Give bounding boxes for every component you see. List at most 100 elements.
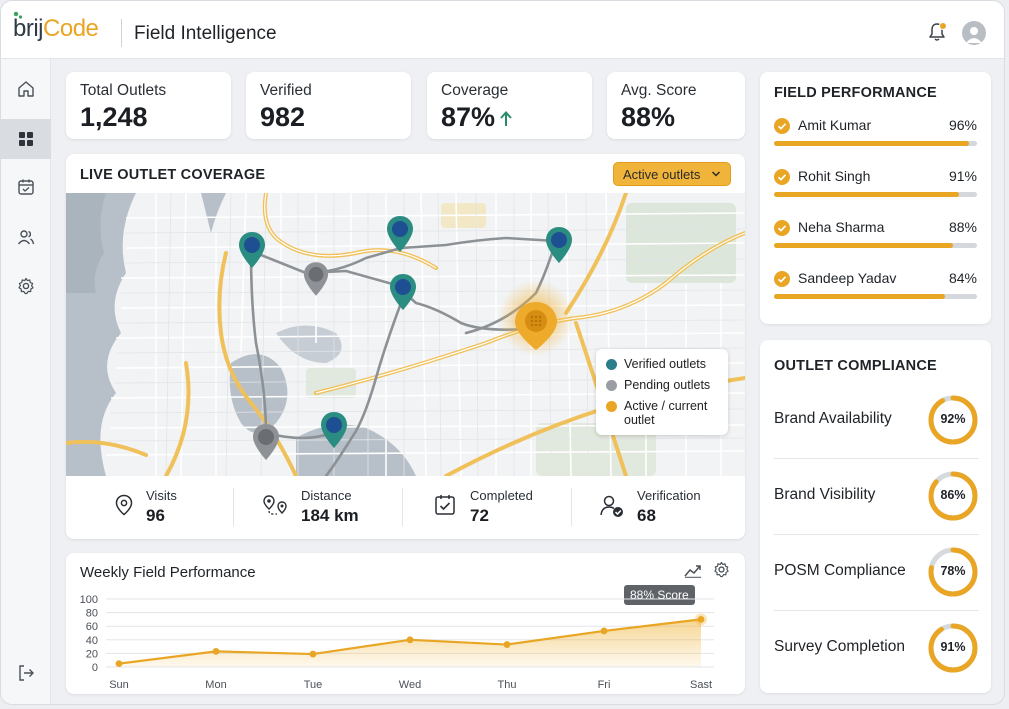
compliance-row[interactable]: Brand Visibility 86%	[774, 458, 979, 534]
active-outlets-dropdown[interactable]: Active outlets	[613, 162, 731, 186]
home-icon	[18, 81, 34, 97]
x-tick-label: Thu	[498, 679, 517, 691]
pending-outlet-pin[interactable]	[303, 261, 329, 297]
field-performance-row[interactable]: Neha Sharma 88%	[774, 218, 977, 258]
stat-card-total-outlets: Total Outlets 1,248	[66, 72, 231, 139]
stat-card-verified: Verified 982	[246, 72, 411, 139]
chevron-down-icon	[711, 171, 721, 177]
metric-divider	[571, 488, 572, 526]
metric-label: Completed	[470, 488, 533, 503]
progress-fill	[774, 192, 959, 197]
live-outlet-coverage-card: LIVE OUTLET COVERAGE Active outlets	[66, 154, 745, 539]
nav-settings[interactable]	[1, 266, 51, 306]
y-tick-label: 0	[92, 662, 98, 674]
field-performance-row[interactable]: Sandeep Yadav 84%	[774, 269, 977, 309]
progress-fill	[774, 141, 969, 146]
nav-logout[interactable]	[1, 653, 51, 693]
location-pin-icon	[115, 494, 133, 516]
stat-value: 1,248	[80, 102, 148, 132]
compliance-label: Brand Visibility	[774, 486, 876, 503]
legend-label: Pending outlets	[624, 378, 711, 392]
data-point	[697, 616, 705, 623]
stat-label: Total Outlets	[80, 82, 167, 99]
metric-value: 96	[146, 506, 165, 525]
verified-outlet-pin[interactable]	[320, 411, 348, 449]
x-tick-label: Fri	[598, 679, 611, 691]
performer-percent: 84%	[948, 270, 977, 286]
settings-icon[interactable]	[713, 561, 730, 578]
logo-leaf-icon	[13, 11, 23, 19]
legend-item-verified: Verified outlets	[606, 357, 706, 371]
verified-outlet-pin[interactable]	[386, 215, 414, 253]
nav-calendar[interactable]	[1, 167, 51, 207]
pending-outlet-pin[interactable]	[252, 423, 280, 461]
stat-card-avg-score: Avg. Score 88%	[607, 72, 745, 139]
y-tick-label: 80	[86, 608, 98, 620]
field-performance-title: FIELD PERFORMANCE	[774, 85, 937, 101]
y-tick-label: 60	[86, 621, 98, 633]
stat-value: 88%	[621, 102, 676, 132]
row-divider	[774, 458, 979, 459]
verified-outlet-pin[interactable]	[545, 226, 573, 264]
sidebar	[1, 59, 51, 704]
map-legend: Verified outlets Pending outlets Active …	[596, 349, 728, 435]
field-performance-row[interactable]: Rohit Singh 91%	[774, 167, 977, 207]
top-header: brijCode Field Intelligence	[1, 1, 1004, 59]
outlet-map[interactable]: Verified outlets Pending outlets Active …	[66, 193, 745, 476]
compliance-percent: 91%	[940, 640, 966, 654]
header-divider	[121, 19, 122, 47]
compliance-ring	[928, 623, 978, 673]
trend-up-arrow-icon	[500, 111, 512, 126]
performer-percent: 88%	[948, 219, 977, 235]
data-point	[212, 647, 220, 655]
progress-track	[774, 141, 977, 146]
map-card-title: LIVE OUTLET COVERAGE	[80, 167, 266, 183]
check-circle-icon	[774, 118, 790, 134]
progress-fill	[774, 243, 953, 248]
check-circle-icon	[774, 169, 790, 185]
trend-chart-icon[interactable]	[684, 562, 702, 578]
outlet-compliance-title: OUTLET COMPLIANCE	[774, 358, 937, 374]
metric-visits: Visits 96	[66, 476, 234, 539]
x-tick-label: Wed	[399, 679, 421, 691]
nav-users[interactable]	[1, 217, 51, 257]
avatar[interactable]	[962, 21, 986, 45]
data-point	[503, 641, 511, 648]
verified-outlet-pin[interactable]	[238, 231, 266, 269]
legend-item-pending: Pending outlets	[606, 378, 710, 392]
performer-percent: 91%	[948, 168, 977, 184]
metric-value: 72	[470, 506, 489, 525]
field-performance-card: FIELD PERFORMANCE Amit Kumar 96% Rohit Sin…	[760, 72, 991, 324]
metric-completed: Completed 72	[402, 476, 571, 539]
metric-value: 184 km	[301, 506, 359, 525]
nav-home[interactable]	[1, 69, 51, 109]
nav-dashboard[interactable]	[1, 119, 51, 159]
legend-dot	[606, 380, 617, 391]
data-point	[309, 650, 317, 658]
calendar-icon	[18, 179, 34, 195]
active-outlet-pin[interactable]	[513, 300, 559, 352]
compliance-ring	[928, 395, 978, 445]
brand-part-2: Code	[43, 15, 99, 42]
stat-label: Verified	[260, 82, 312, 99]
data-point	[406, 636, 414, 644]
performer-name: Amit Kumar	[798, 117, 872, 133]
field-performance-row[interactable]: Amit Kumar 96%	[774, 116, 977, 156]
route-icon	[263, 495, 287, 515]
performer-name: Neha Sharma	[798, 219, 885, 235]
stat-value: 87%	[441, 102, 496, 132]
compliance-row[interactable]: Brand Availability 92%	[774, 382, 979, 458]
brand-logo[interactable]: brijCode	[13, 11, 99, 43]
coverage-metrics: Visits 96 Distance 184 km	[66, 476, 745, 539]
compliance-row[interactable]: POSM Compliance 78%	[774, 534, 979, 610]
compliance-row[interactable]: Survey Completion 91%	[774, 610, 979, 686]
compliance-percent: 78%	[940, 564, 966, 578]
performer-name: Rohit Singh	[798, 168, 871, 184]
x-tick-label: Sun	[109, 679, 129, 691]
verified-outlet-pin[interactable]	[389, 273, 417, 311]
y-tick-label: 100	[80, 594, 98, 606]
metric-distance: Distance 184 km	[234, 476, 402, 539]
check-circle-icon	[774, 220, 790, 236]
